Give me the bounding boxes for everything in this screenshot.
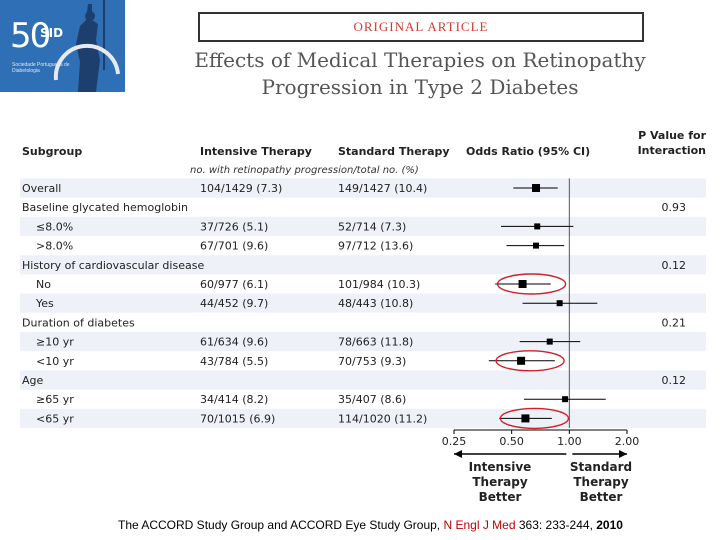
row-standard-value: 35/407 (8.6)	[338, 393, 406, 406]
or-marker	[532, 184, 541, 192]
x-tick-label: 2.00	[615, 435, 640, 448]
header-subgroup: Subgroup	[22, 145, 82, 158]
row-standard-value: 97/712 (13.6)	[338, 240, 413, 253]
row-standard-value: 101/984 (10.3)	[338, 278, 420, 291]
x-tick-label: 0.25	[442, 435, 467, 448]
favors-right-label: Standard	[570, 460, 632, 474]
row-label: No	[36, 278, 51, 291]
or-marker	[518, 280, 527, 288]
row-intensive-value: 70/1015 (6.9)	[200, 412, 275, 425]
highlight-ellipse	[496, 273, 567, 295]
header-odds-ratio: Odds Ratio (95% CI)	[466, 145, 590, 158]
row-standard-value: 114/1020 (11.2)	[338, 412, 427, 425]
row-intensive-value: 104/1429 (7.3)	[200, 182, 282, 195]
row-intensive-value: 67/701 (9.6)	[200, 240, 268, 253]
x-tick-label: 0.50	[499, 435, 524, 448]
row-intensive-value: 61/634 (9.6)	[200, 336, 268, 349]
row-stripe	[20, 408, 706, 428]
row-intensive-value: 43/784 (5.5)	[200, 355, 268, 368]
or-marker	[562, 396, 569, 403]
row-label: Age	[22, 374, 44, 387]
citation-year: 2010	[596, 518, 623, 532]
sid-logo: 50 SID Sociedade Portuguesa de Diabetolo…	[0, 0, 125, 92]
row-standard-value: 70/753 (9.3)	[338, 355, 406, 368]
highlight-ellipse	[495, 350, 565, 372]
row-intensive-value: 37/726 (5.1)	[200, 220, 268, 233]
row-stripe	[20, 178, 706, 198]
row-label: Overall	[22, 182, 61, 195]
or-marker	[521, 414, 530, 423]
logo-brand: SID	[40, 26, 64, 40]
row-standard-value: 48/443 (10.8)	[338, 297, 413, 310]
row-label: ≥10 yr	[36, 336, 74, 349]
statue-icon	[53, 0, 120, 92]
row-label: >8.0%	[36, 240, 73, 253]
row-standard-value: 52/714 (7.3)	[338, 220, 406, 233]
favors-right-arrow-icon	[619, 450, 627, 458]
forest-plot: Subgroup Intensive Therapy Standard Therap…	[20, 129, 706, 504]
or-marker	[517, 356, 526, 365]
header-p-value: P Value for	[638, 129, 706, 142]
row-stripe	[20, 332, 706, 352]
row-label: Duration of diabetes	[22, 316, 135, 329]
row-stripe	[20, 216, 706, 236]
header-standard: Standard Therapy	[338, 145, 450, 158]
favors-right-label: Therapy	[573, 475, 628, 489]
favors-left-label: Intensive	[469, 460, 532, 474]
page-title: Effects of Medical Therapies on Retinopa…	[180, 47, 660, 101]
or-marker	[546, 338, 553, 345]
row-label: History of cardiovascular disease	[22, 259, 204, 272]
row-label: ≥65 yr	[36, 393, 74, 406]
row-intensive-value: 44/452 (9.7)	[200, 297, 268, 310]
article-type-label: ORIGINAL ARTICLE	[198, 12, 644, 42]
row-p-value: 0.12	[662, 259, 687, 272]
row-p-value: 0.93	[662, 201, 687, 214]
logo-subtitle: Sociedade Portuguesa de Diabetologia	[12, 62, 70, 74]
or-marker	[534, 223, 541, 230]
citation: The ACCORD Study Group and ACCORD Eye St…	[118, 518, 623, 532]
row-stripe	[20, 370, 706, 390]
favors-left-label: Therapy	[472, 475, 527, 489]
header-subheader: no. with retinopathy progression/total n…	[190, 165, 419, 176]
row-label: <65 yr	[36, 412, 74, 425]
favors-left-label: Better	[479, 490, 522, 504]
row-p-value: 0.12	[662, 374, 687, 387]
highlight-ellipse	[499, 407, 570, 430]
citation-journal: N Engl J Med	[443, 518, 516, 532]
citation-details: 363: 233-244,	[515, 518, 597, 532]
title-line-2: Progression in Type 2 Diabetes	[261, 75, 579, 99]
row-standard-value: 149/1427 (10.4)	[338, 182, 427, 195]
row-intensive-value: 60/977 (6.1)	[200, 278, 268, 291]
favors-right-label: Better	[580, 490, 623, 504]
row-label: ≤8.0%	[36, 220, 73, 233]
header-interaction: Interaction	[638, 144, 706, 157]
row-intensive-value: 34/414 (8.2)	[200, 393, 268, 406]
favors-left-arrow-icon	[454, 450, 462, 458]
x-tick-label: 1.00	[557, 435, 582, 448]
row-label: Yes	[35, 297, 54, 310]
row-label: <10 yr	[36, 355, 74, 368]
title-line-1: Effects of Medical Therapies on Retinopa…	[194, 48, 646, 72]
row-stripe	[20, 293, 706, 313]
row-p-value: 0.21	[662, 316, 687, 329]
header-intensive: Intensive Therapy	[200, 145, 312, 158]
citation-authors: The ACCORD Study Group and ACCORD Eye St…	[118, 518, 444, 532]
or-marker	[533, 242, 540, 249]
row-standard-value: 78/663 (11.8)	[338, 336, 413, 349]
logo-number: 50	[10, 16, 51, 56]
or-marker	[556, 300, 563, 307]
row-label: Baseline glycated hemoglobin	[22, 201, 188, 214]
row-stripe	[20, 255, 706, 275]
